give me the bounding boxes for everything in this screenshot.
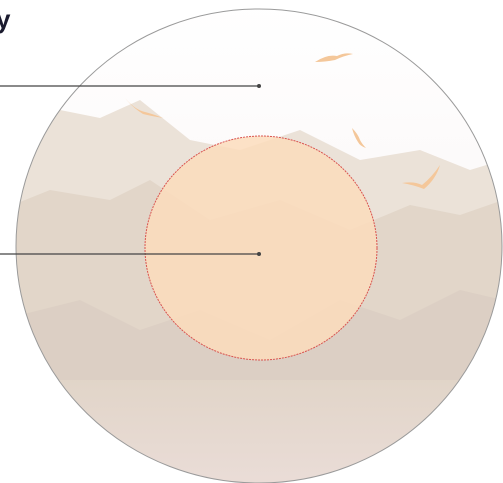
foreground [0, 380, 503, 483]
inner-circle [145, 136, 377, 360]
page: y (() => { const data = JSON.parse(docum… [0, 0, 503, 483]
pointer-dot [257, 84, 261, 88]
title-fragment: y [0, 4, 11, 34]
diagram: y [0, 0, 503, 483]
pointer-dot [257, 252, 261, 256]
